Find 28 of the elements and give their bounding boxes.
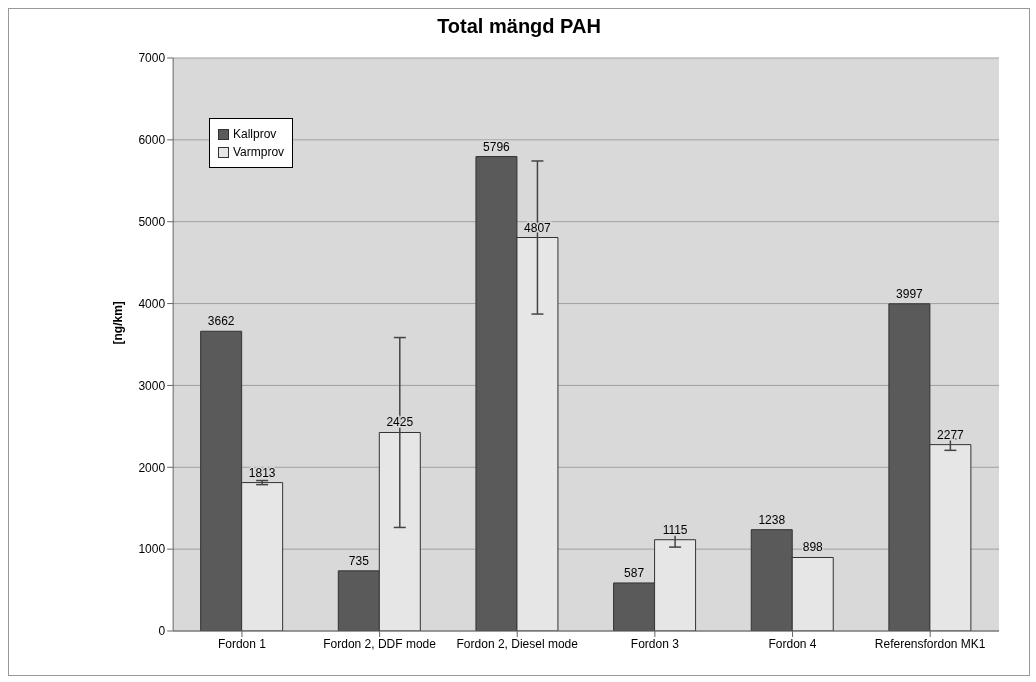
data-label: 5796: [483, 139, 511, 154]
y-tick-label: 0: [158, 624, 166, 639]
y-tick-label: 7000: [138, 51, 166, 66]
x-tick-label: Fordon 4: [768, 636, 817, 651]
x-tick-label: Referensfordon MK1: [874, 636, 986, 651]
data-label: 587: [624, 565, 645, 580]
y-tick-label: 1000: [138, 542, 166, 557]
y-tick-label: 4000: [138, 296, 166, 311]
data-label: 2277: [937, 427, 965, 442]
y-tick-label: 5000: [138, 214, 166, 229]
y-axis-title: [ng/km]: [111, 301, 126, 345]
data-label: 1813: [248, 465, 276, 480]
data-label: 1238: [758, 512, 786, 527]
x-tick-label: Fordon 2, DDF mode: [323, 636, 437, 651]
data-label: 735: [348, 553, 370, 568]
legend-label: Kallprov: [233, 127, 277, 141]
x-tick-label: Fordon 3: [630, 636, 680, 651]
x-tick-label: Fordon 2, Diesel mode: [456, 636, 579, 651]
data-label: 898: [802, 540, 824, 555]
legend-label: Varmprov: [233, 145, 285, 159]
data-label: 3662: [207, 314, 235, 329]
x-tick-label: Fordon 1: [217, 636, 267, 651]
chart-title: Total mängd PAH: [436, 14, 602, 38]
y-tick-label: 3000: [138, 378, 166, 393]
data-label: 1115: [662, 522, 688, 537]
y-tick-label: 6000: [138, 133, 166, 148]
y-tick-label: 2000: [138, 460, 166, 475]
data-label: 3997: [896, 286, 924, 301]
